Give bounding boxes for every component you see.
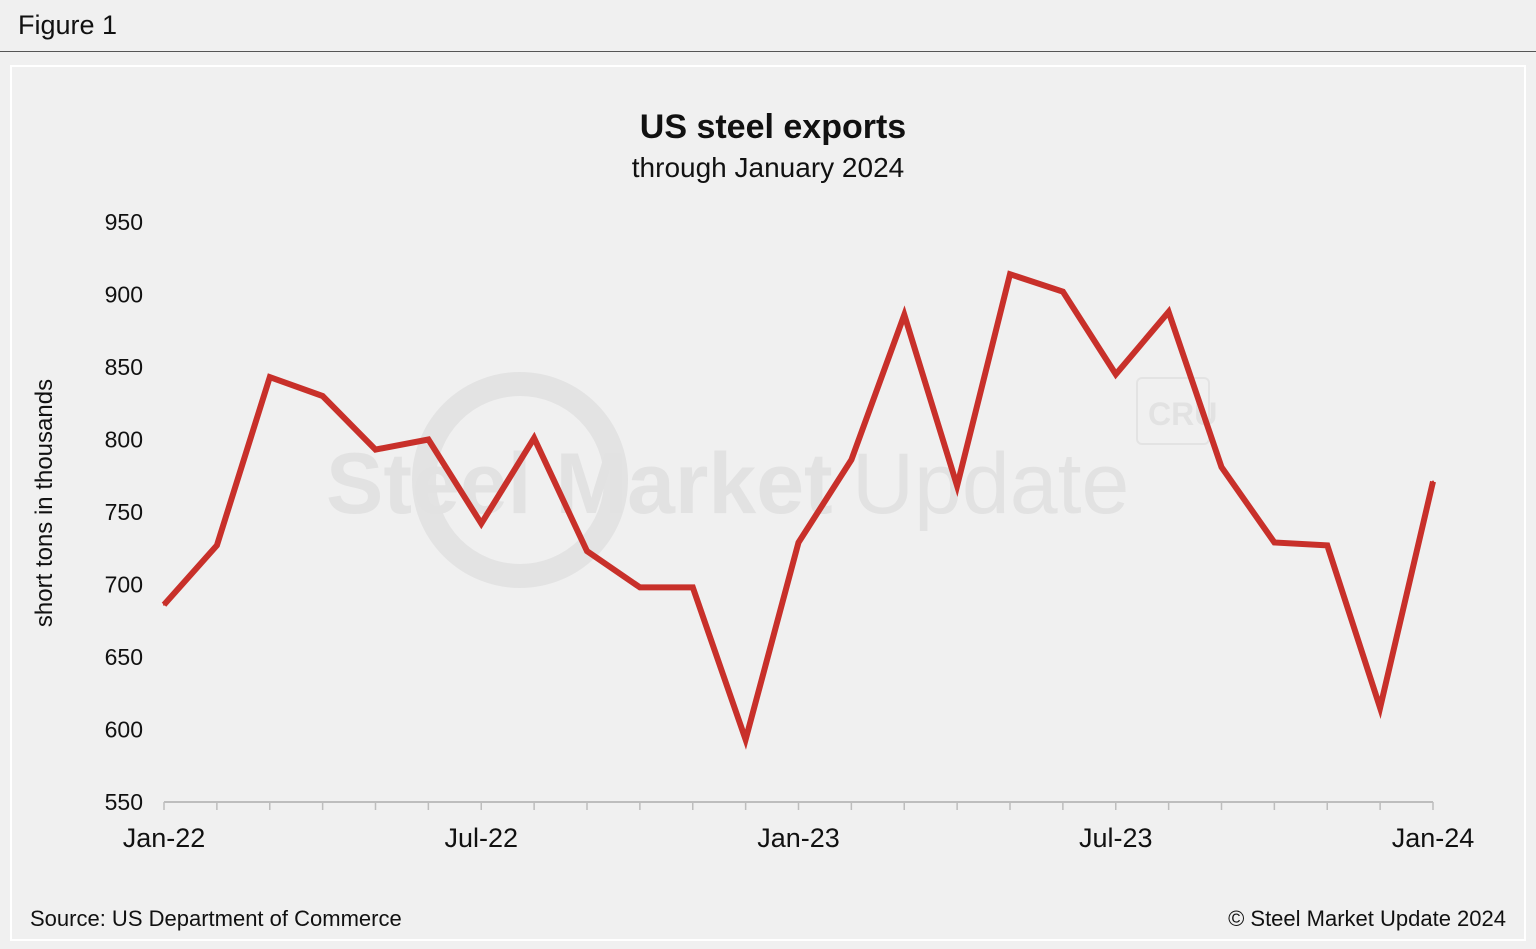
data-point: [268, 376, 271, 379]
y-tick-label: 650: [105, 644, 143, 670]
y-axis-ticks: 550 600 650 700 750 800 850 900 950: [105, 209, 143, 815]
data-point: [797, 541, 800, 544]
figure-label: Figure 1: [18, 10, 118, 40]
data-point: [586, 550, 588, 553]
watermark-badge-box: [1136, 377, 1210, 445]
data-point: [744, 738, 747, 741]
data-point: [427, 438, 430, 441]
data-point: [215, 544, 218, 547]
chart-subtitle: through January 2024: [632, 152, 904, 183]
y-axis-label: short tons in thousands: [31, 379, 58, 627]
x-tick-label: Jul-23: [1079, 823, 1153, 853]
data-point: [1009, 273, 1011, 276]
x-tick-label: Jul-22: [444, 823, 518, 853]
watermark: Steel Market Update CRU: [326, 372, 1217, 588]
data-point: [480, 522, 483, 525]
y-tick-label: 800: [105, 427, 143, 453]
figure-header: Figure 1: [0, 0, 1536, 52]
source-note: Source: US Department of Commerce: [30, 906, 402, 931]
data-point: [638, 586, 641, 589]
y-tick-label: 700: [105, 572, 143, 598]
data-point: [850, 458, 853, 461]
data-point: [1432, 480, 1434, 483]
data-point: [691, 586, 694, 589]
y-tick-label: 950: [105, 209, 143, 235]
x-axis: Jan-22 Jul-22 Jan-23 Jul-23 Jan-24: [123, 801, 1475, 853]
data-point: [533, 437, 536, 440]
data-point: [1273, 541, 1276, 544]
watermark-light-text: Update: [852, 436, 1129, 532]
x-tick-label: Jan-24: [1392, 823, 1475, 853]
data-point: [1114, 373, 1117, 376]
y-tick-label: 900: [105, 282, 143, 308]
y-tick-label: 600: [105, 717, 143, 743]
y-tick-label: 750: [105, 499, 143, 525]
watermark-main-text: Steel Market: [326, 436, 833, 532]
data-point: [1167, 310, 1170, 313]
data-point: [321, 395, 324, 397]
chart-title: US steel exports: [640, 108, 906, 146]
data-point: [1220, 466, 1223, 469]
y-tick-label: 850: [105, 354, 143, 380]
watermark-ring: [412, 372, 628, 588]
data-point: [903, 313, 906, 316]
x-tick-label: Jan-22: [123, 823, 206, 853]
copyright-note: © Steel Market Update 2024: [1228, 906, 1506, 931]
data-point: [956, 484, 959, 487]
data-point: [163, 603, 165, 606]
series-layer: [161, 270, 1436, 750]
y-tick-label: 550: [105, 789, 143, 815]
data-point: [1061, 290, 1064, 293]
data-point: [1379, 706, 1382, 709]
data-point: [374, 448, 377, 451]
data-point: [1326, 544, 1329, 547]
chart-panel: [10, 65, 1526, 941]
x-tick-label: Jan-23: [757, 823, 840, 853]
